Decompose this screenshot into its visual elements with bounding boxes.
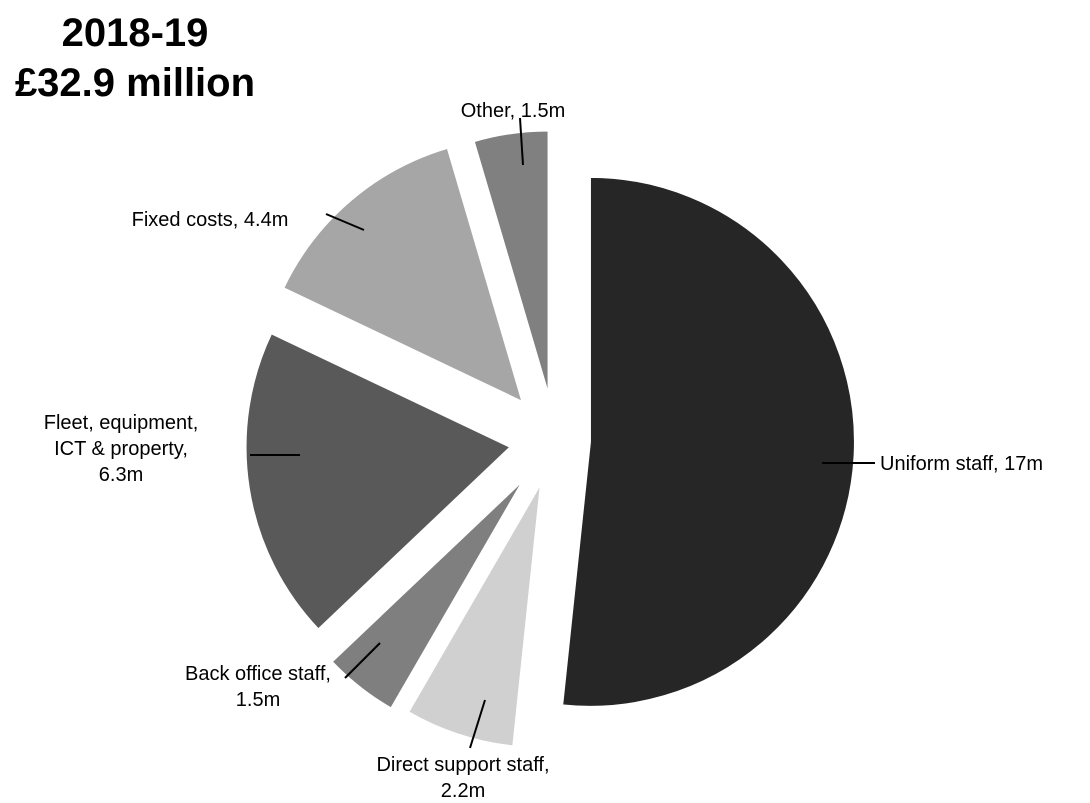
pie-slice-5 [472, 129, 550, 396]
slice-label-line: Uniform staff, 17m [880, 453, 1043, 475]
slice-label-5: Other, 1.5m [461, 100, 566, 122]
slice-label-0: Uniform staff, 17m [880, 453, 1043, 475]
pie-slice-2 [330, 478, 525, 710]
slice-label-line: Fixed costs, 4.4m [132, 209, 289, 231]
labels-layer: Uniform staff, 17m Direct support staff, 2… [44, 100, 1043, 802]
slice-label-4: Fixed costs, 4.4m [132, 209, 289, 231]
pie-slice-3 [244, 331, 513, 631]
slice-label-line: 6.3m [99, 464, 143, 486]
slice-label-3: Fleet, equipment, ICT & property, 6.3m [44, 412, 199, 486]
chart-title: 2018-19 [62, 11, 209, 55]
slices-layer [244, 129, 856, 748]
slice-label-line: 2.2m [441, 780, 485, 802]
slice-label-1: Direct support staff, 2.2m [376, 754, 549, 802]
slice-label-2: Back office staff, 1.5m [185, 663, 331, 711]
slice-label-line: ICT & property, [54, 438, 188, 460]
leader-line-1 [469, 699, 486, 749]
leaders-layer [250, 117, 875, 749]
slice-label-line: 1.5m [236, 689, 280, 711]
slice-label-line: Fleet, equipment, [44, 412, 199, 434]
slice-label-line: Direct support staff, [376, 754, 549, 776]
pie-slice-4 [281, 146, 525, 404]
chart-subtitle: £32.9 million [15, 61, 255, 105]
slice-label-line: Other, 1.5m [461, 100, 566, 122]
slice-label-line: Back office staff, [185, 663, 331, 685]
leader-line-5 [519, 117, 524, 166]
leader-line-2 [344, 642, 381, 679]
pie-slice-1 [406, 482, 543, 748]
leader-line-4 [325, 213, 365, 231]
pie-slice-0 [561, 175, 856, 708]
